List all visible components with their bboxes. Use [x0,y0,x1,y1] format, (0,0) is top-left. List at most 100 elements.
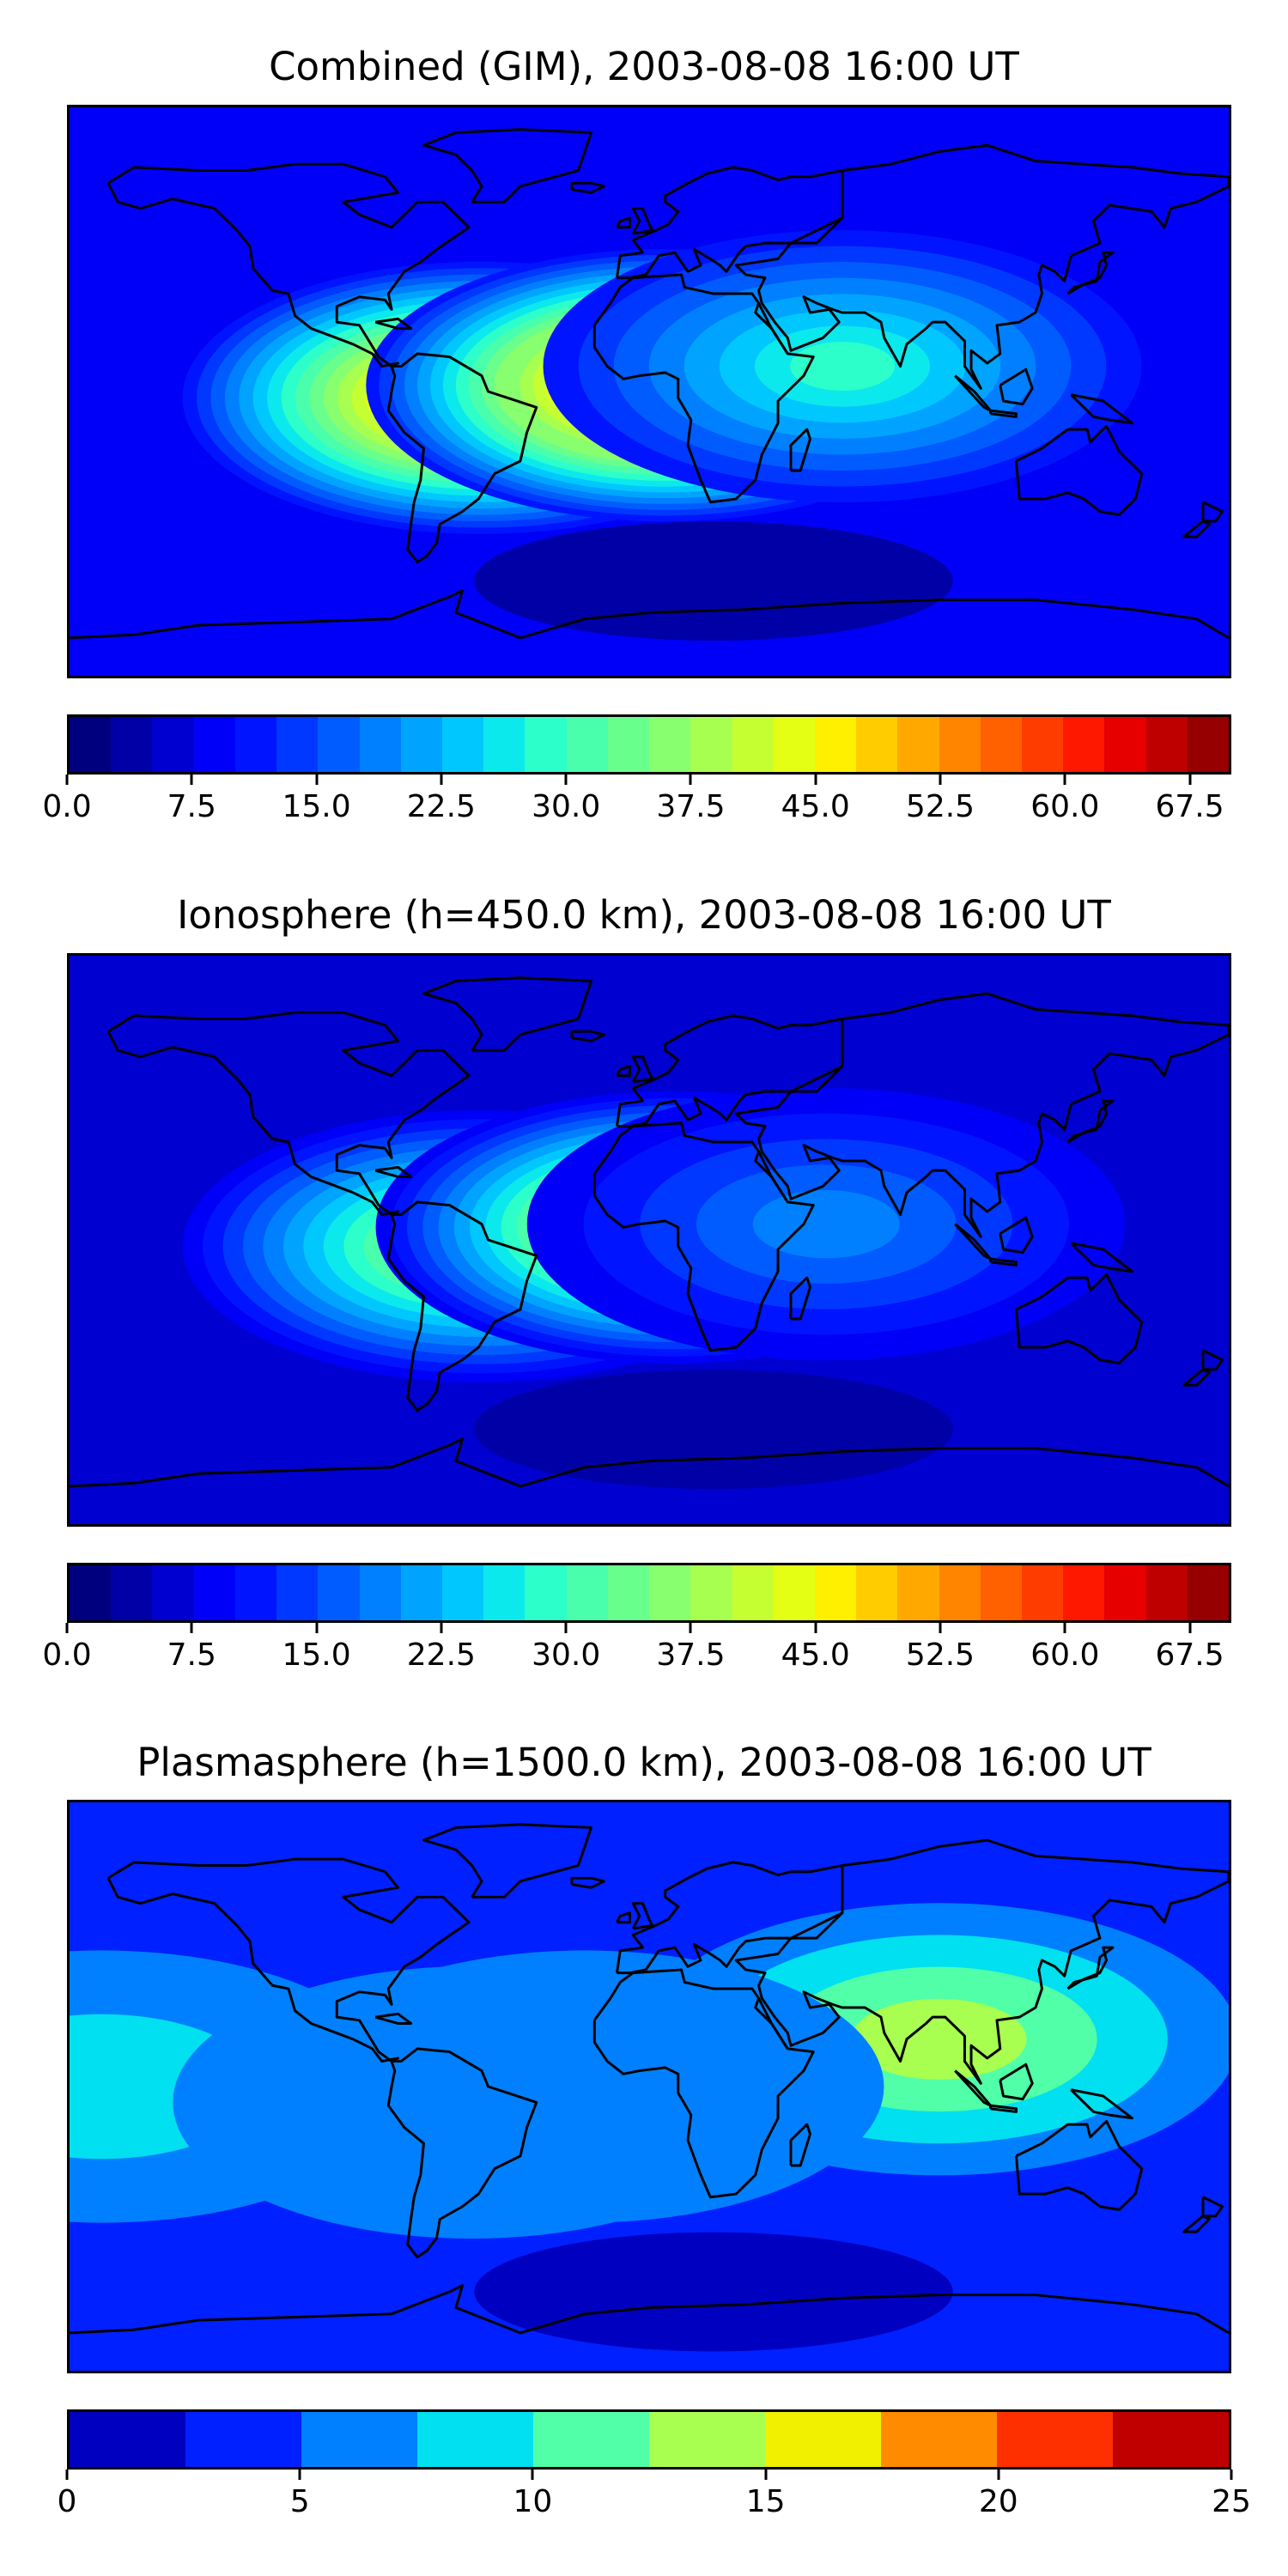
colorbar-tick-label: 5 [289,2484,310,2519]
colorbar-segment [359,717,401,772]
colorbar-segment [881,2412,997,2467]
colorbar-tick-label: 52.5 [905,1637,975,1673]
coastline [374,317,413,330]
colorbar-tick-label: 22.5 [406,1637,476,1673]
colorbar-segment [276,1565,319,1620]
colorbar-segment [939,1565,981,1620]
coastline [734,992,1229,1238]
colorbar-tick-mark [564,775,568,785]
coastline [422,1823,592,1899]
field-contours [182,1088,1126,1490]
coastline [989,2104,1018,2113]
contour-level [474,2232,953,2352]
colorbar-segment [649,717,691,772]
map-area [67,1800,1231,2373]
coastline [999,2063,1034,2101]
colorbar-segment [566,717,608,772]
coastline [70,2284,1229,2335]
colorbar-tick-mark [814,1623,817,1633]
colorbar-tick-mark [440,1623,443,1633]
map-svg [70,1802,1229,2371]
colorbar-segment [980,1565,1023,1620]
map-area [67,953,1231,1527]
colorbar-segment [525,1565,567,1620]
colorbar-tick-label: 60.0 [1030,1637,1100,1673]
coastline [1015,424,1144,516]
coastline [106,1857,471,2063]
coastline [989,1257,1018,1267]
colorbar-segment [70,1565,112,1620]
coastline [734,1838,1229,2085]
colorbar-tick-label: 7.5 [167,789,216,824]
colorbar-tick-mark [531,2470,534,2480]
colorbar-tick-mark [315,1623,319,1633]
map-svg [70,107,1229,676]
coastline [592,1121,815,1352]
colorbar-segment [234,717,277,772]
colorbar-tick-mark [190,1623,193,1633]
colorbar [67,714,1231,775]
coastlines [70,976,1229,1488]
colorbar-tick-label: 60.0 [1030,789,1100,824]
colorbar-segment [441,1565,484,1620]
colorbar-segment [483,1565,526,1620]
colorbar-tick-mark [298,2470,301,2480]
colorbar-segment [111,717,153,772]
colorbar-segment [318,717,360,772]
coastline [374,2012,413,2025]
coastline [616,1065,631,1078]
coastline [1182,519,1211,538]
coastline [422,128,592,204]
colorbar-segment [939,717,981,772]
colorbar-tick-mark [997,2470,1000,2480]
colorbar-tick-mark [764,2470,768,2480]
map-svg [70,956,1229,1524]
colorbar-tick-label: 0.0 [42,789,92,824]
colorbar-segment [193,717,235,772]
coastline [106,1011,471,1217]
colorbar-segment [234,1565,277,1620]
colorbar-tick-mark [65,775,69,785]
coastline [374,1165,413,1178]
colorbar-segment [1104,717,1146,772]
colorbar-tick-mark [689,1623,692,1633]
colorbar-segment [359,1565,401,1620]
coastline [1201,501,1224,523]
colorbar-segment [185,2412,301,2467]
coastline [789,428,811,472]
colorbar-segment [814,1565,857,1620]
coastline [789,2123,811,2167]
colorbar-tick-mark [939,775,942,785]
colorbar-segment [856,717,898,772]
contour-level [474,521,953,641]
colorbar-segment [765,2412,881,2467]
contour-level [790,342,895,392]
colorbar-tick-mark [1188,1623,1192,1633]
chart-title: Plasmasphere (h=1500.0 km), 2003-08-08 1… [137,1740,1151,1785]
colorbar-tick-mark [1063,775,1066,785]
colorbar-segment [732,717,774,772]
colorbar-tick-mark [939,1623,942,1633]
colorbar-tick-mark [440,775,443,785]
colorbar-segment [301,2412,417,2467]
coastline [999,1216,1034,1255]
chart-title: Combined (GIM), 2003-08-08 16:00 UT [269,44,1019,89]
colorbar-segment [607,1565,650,1620]
colorbar-tick-mark [1063,1623,1066,1633]
coastline [570,1876,606,1889]
colorbar-tick-label: 52.5 [905,789,975,824]
field-contours [70,1903,1229,2352]
coastline [1015,2119,1144,2211]
colorbar-segment [441,717,484,772]
coastline [422,976,592,1052]
colorbar-tick-label: 30.0 [532,1637,601,1673]
colorbar-tick-label: 22.5 [406,789,476,824]
colorbar-segment [1104,1565,1146,1620]
contour-level [851,1998,1027,2080]
colorbar-tick-label: 37.5 [656,789,726,824]
colorbar [67,2409,1231,2470]
colorbar-segment [1113,2412,1229,2467]
colorbar-tick-label: 0.0 [42,1637,92,1673]
colorbar-segment [732,1565,774,1620]
colorbar-segment [70,2412,185,2467]
